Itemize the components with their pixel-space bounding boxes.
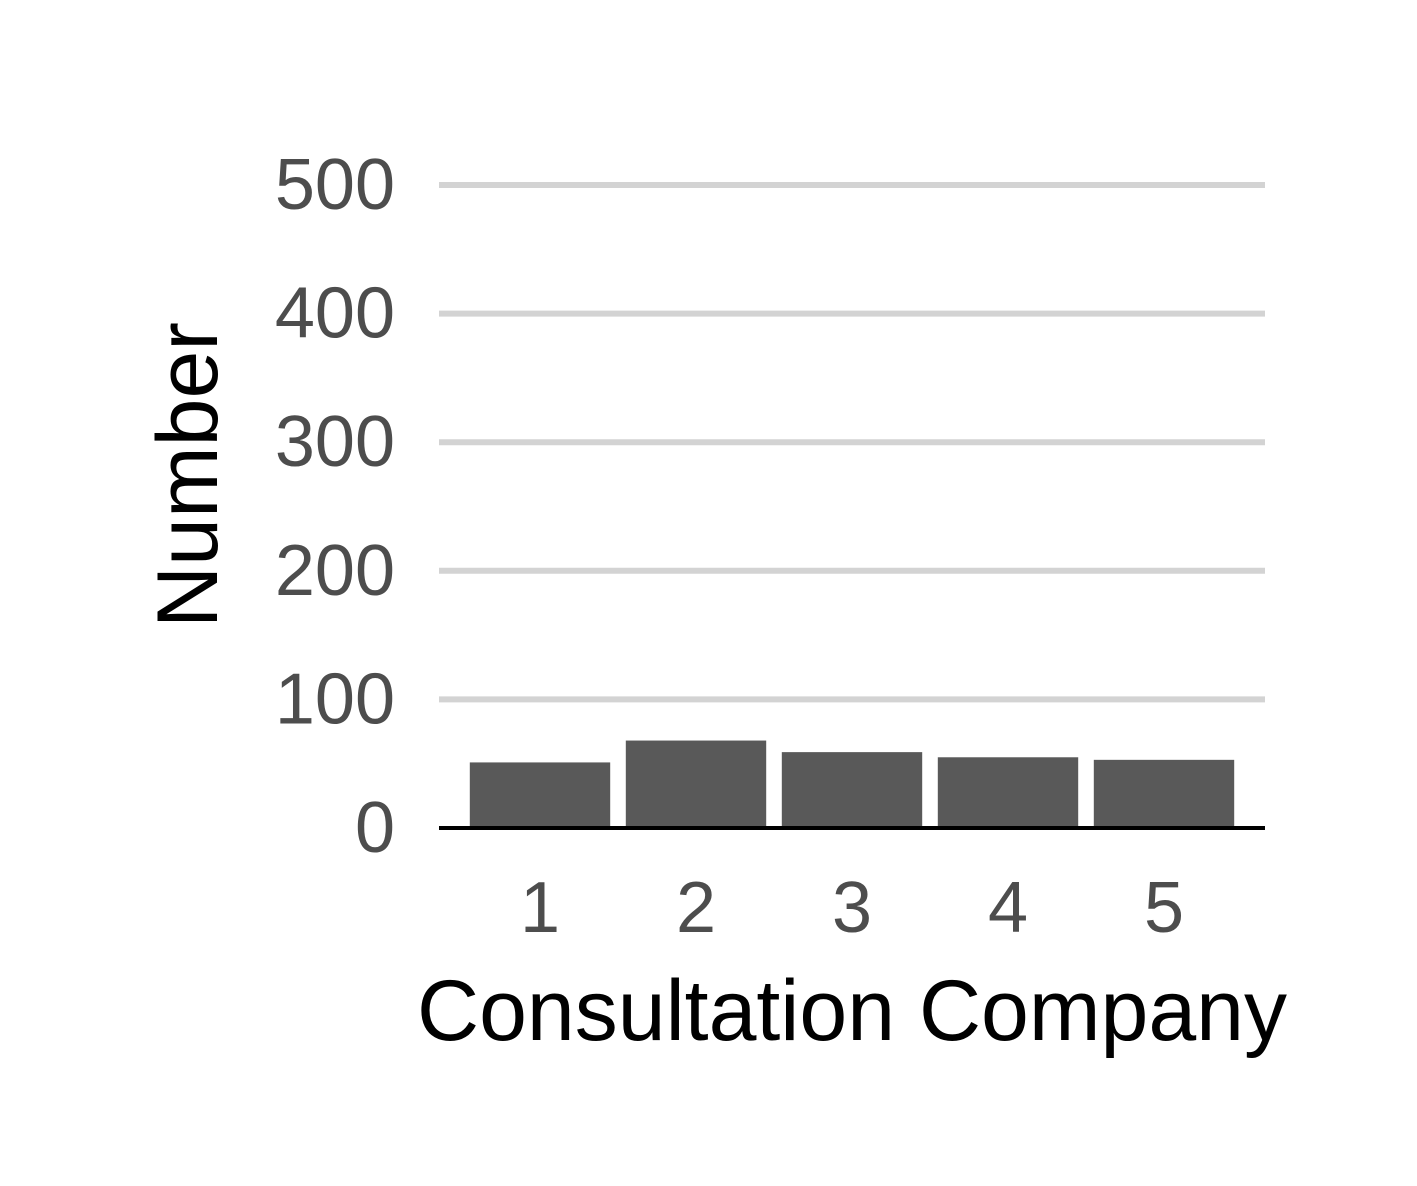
bar-1 bbox=[469, 762, 611, 828]
gridlines bbox=[439, 182, 1265, 703]
x-axis-title: Consultation Company bbox=[417, 963, 1287, 1059]
x-tick-label: 1 bbox=[520, 868, 560, 948]
bar-2 bbox=[625, 740, 767, 828]
y-axis-title: Number bbox=[140, 322, 236, 628]
bar-4 bbox=[937, 757, 1079, 828]
x-tick-label: 2 bbox=[676, 868, 716, 948]
x-tick-labels: 1 2 3 4 5 bbox=[520, 868, 1184, 948]
bar-3 bbox=[781, 752, 923, 828]
y-tick-label: 0 bbox=[355, 788, 395, 868]
x-tick-label: 3 bbox=[832, 868, 872, 948]
bar-5 bbox=[1093, 759, 1235, 828]
y-tick-label: 100 bbox=[275, 659, 395, 739]
y-tick-labels: 0 100 200 300 400 500 bbox=[275, 145, 395, 868]
x-tick-label: 4 bbox=[988, 868, 1028, 948]
bars bbox=[469, 740, 1235, 828]
y-tick-label: 400 bbox=[275, 274, 395, 354]
y-tick-label: 300 bbox=[275, 402, 395, 482]
x-tick-label: 5 bbox=[1144, 868, 1184, 948]
y-tick-label: 500 bbox=[275, 145, 395, 225]
y-tick-label: 200 bbox=[275, 531, 395, 611]
